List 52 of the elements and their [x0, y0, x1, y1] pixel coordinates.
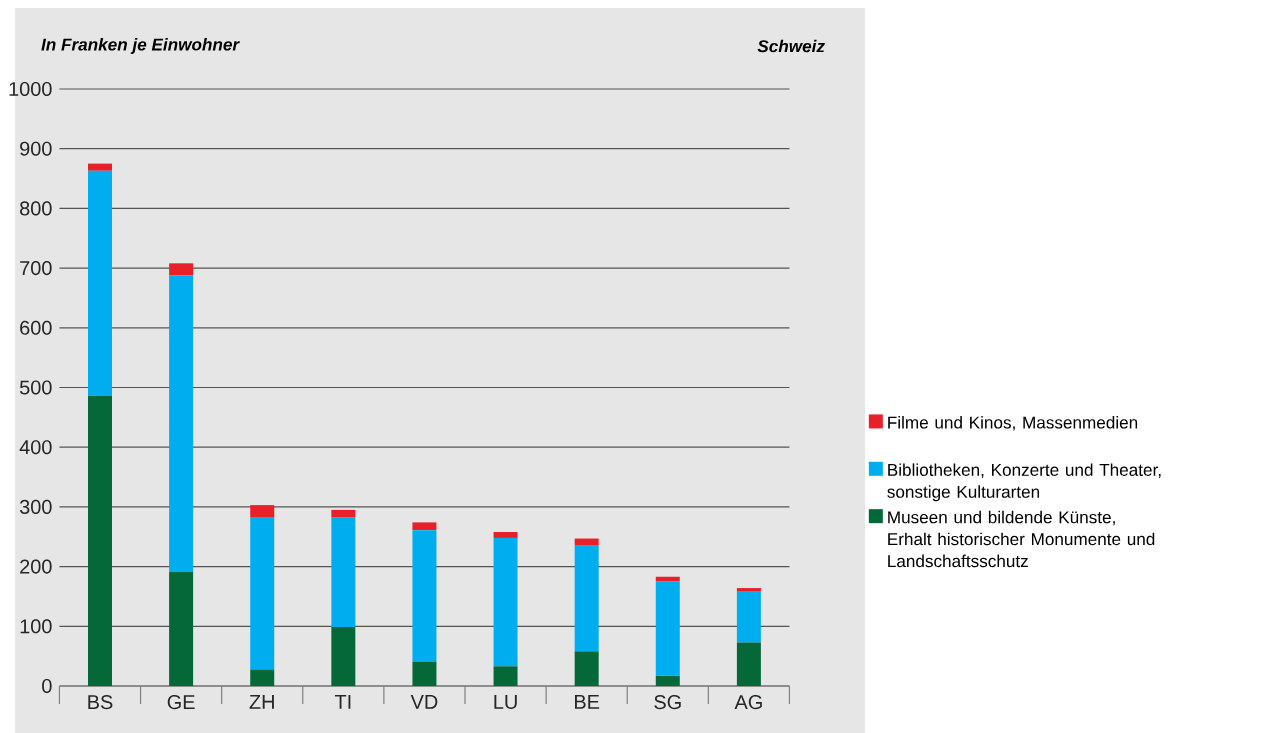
y-tick-label: 1000 — [9, 81, 52, 97]
legend-label: Bibliotheken, Konzerte und Theater, sonstige Kulturarten — [887, 463, 1161, 502]
x-tick-label: LU — [494, 695, 517, 709]
bar — [331, 509, 356, 518]
x-tick-label: BS — [88, 695, 113, 710]
bar — [574, 651, 599, 686]
bar — [331, 626, 356, 686]
bar — [169, 275, 194, 572]
x-tick-label: ZH — [249, 695, 274, 709]
bar — [88, 163, 112, 171]
y-axis-title: In Franken je Einwohner — [41, 38, 240, 54]
x-tick-label: SG — [654, 695, 681, 710]
bar — [250, 669, 275, 686]
x-tick-label: TI — [334, 695, 351, 709]
y-tick-label: 700 — [20, 261, 52, 276]
bar — [655, 675, 680, 686]
legend-label: Museen und bildende Künste, Erhalt historischer Monumente und Landschaftsschutz — [888, 510, 1155, 568]
bar — [736, 588, 761, 592]
bar — [493, 537, 518, 667]
bar — [88, 395, 112, 686]
bar — [574, 538, 599, 546]
x-tick-label: AG — [734, 695, 762, 710]
bar — [412, 661, 437, 686]
bar — [169, 571, 194, 686]
y-tick-label: 300 — [19, 499, 52, 514]
bar — [493, 531, 518, 538]
x-tick-label: GE — [167, 695, 195, 710]
text: Schweiz — [757, 39, 825, 53]
bar — [331, 517, 356, 627]
y-tick-label: 200 — [20, 559, 52, 574]
bar — [736, 642, 761, 686]
bar — [655, 576, 680, 582]
x-tick-label: BE — [575, 695, 600, 709]
bar — [574, 545, 599, 652]
bar — [88, 170, 112, 396]
y-tick-label: 0 — [42, 678, 52, 694]
y-tick-label: 800 — [20, 201, 52, 216]
y-tick-label: 500 — [19, 380, 52, 395]
bar — [736, 591, 761, 643]
y-tick-label: 600 — [20, 320, 52, 335]
y-tick-label: 100 — [20, 619, 52, 634]
bar — [412, 530, 437, 662]
bar — [493, 666, 518, 686]
x-tick-label: VD — [410, 695, 438, 709]
bar — [250, 505, 275, 518]
y-tick-label: 400 — [19, 440, 52, 455]
bar — [655, 581, 680, 676]
y-tick-label: 900 — [20, 141, 52, 156]
bar — [412, 522, 437, 531]
legend-label: Filme und Kinos, Massenmedien — [888, 416, 1138, 431]
bar — [250, 517, 275, 670]
bar — [169, 263, 194, 276]
